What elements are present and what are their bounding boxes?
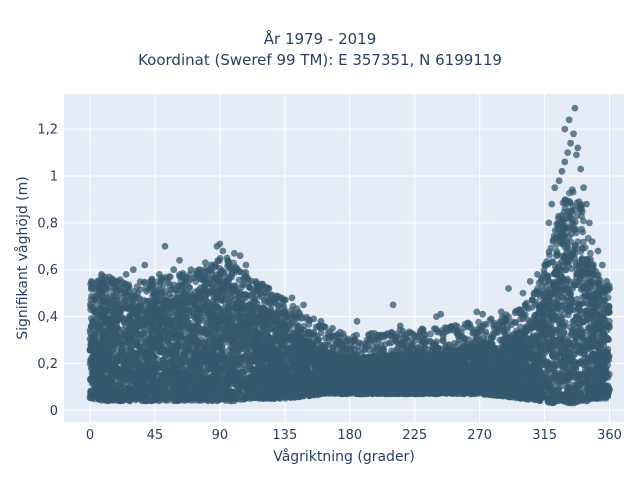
data-point bbox=[579, 238, 587, 246]
chart-subtitle: Koordinat (Sweref 99 TM): E 357351, N 61… bbox=[138, 51, 502, 69]
chart-title: År 1979 - 2019 bbox=[263, 30, 377, 48]
data-points bbox=[86, 104, 613, 407]
data-point bbox=[120, 317, 127, 324]
